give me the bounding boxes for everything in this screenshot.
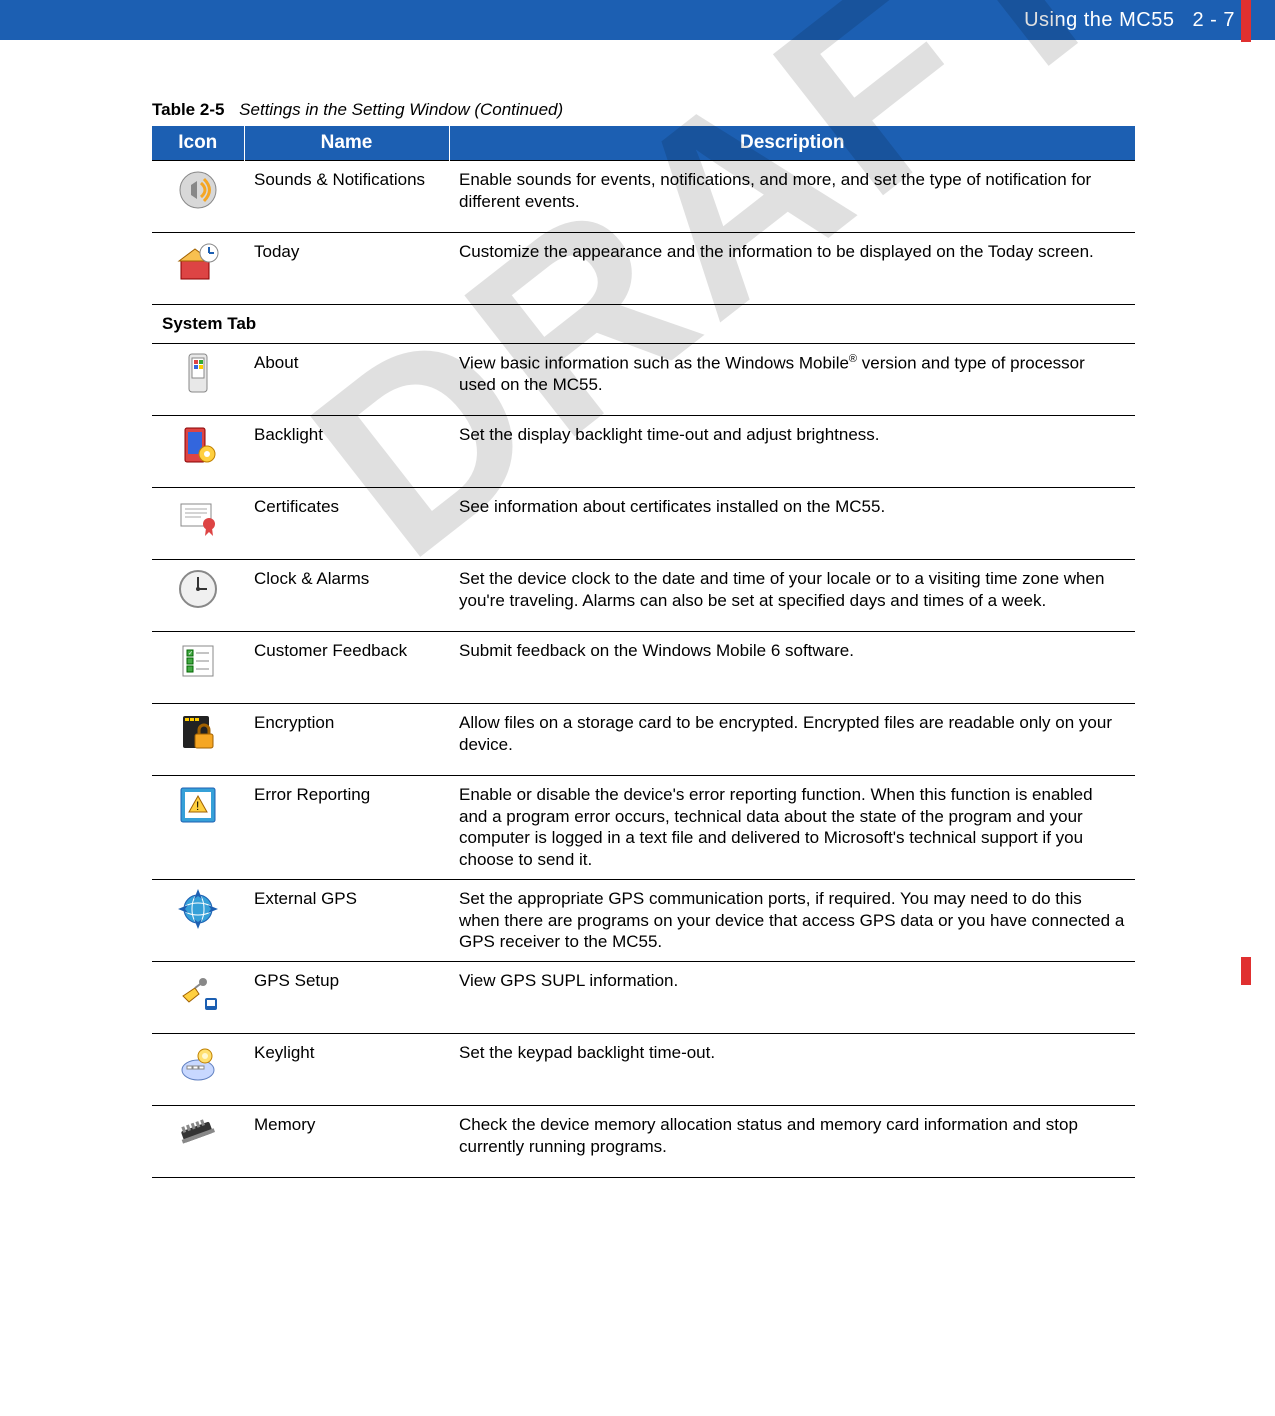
feedback-icon-cell: ✓ <box>152 631 244 703</box>
table-row: KeylightSet the keypad backlight time-ou… <box>152 1034 1135 1106</box>
col-name: Name <box>244 126 449 161</box>
setting-desc: Set the appropriate GPS communication po… <box>449 879 1135 961</box>
setting-name: Memory <box>244 1106 449 1178</box>
page-tab-marker <box>1241 0 1251 42</box>
setting-desc: Set the display backlight time-out and a… <box>449 415 1135 487</box>
today-icon <box>175 239 221 285</box>
setting-desc: Set the keypad backlight time-out. <box>449 1034 1135 1106</box>
table-row: EncryptionAllow files on a storage card … <box>152 703 1135 775</box>
table-row: External GPSSet the appropriate GPS comm… <box>152 879 1135 961</box>
about-icon-cell <box>152 343 244 415</box>
clock-icon <box>175 566 221 612</box>
table-row: AboutView basic information such as the … <box>152 343 1135 415</box>
setting-desc: See information about certificates insta… <box>449 487 1135 559</box>
settings-table: Icon Name Description Sounds & Notificat… <box>152 126 1135 1178</box>
table-row: MemoryCheck the device memory allocation… <box>152 1106 1135 1178</box>
setting-desc: View GPS SUPL information. <box>449 962 1135 1034</box>
setting-name: Today <box>244 233 449 305</box>
feedback-icon: ✓ <box>175 638 221 684</box>
setting-desc: Enable sounds for events, notifications,… <box>449 161 1135 233</box>
setting-desc: Check the device memory allocation statu… <box>449 1106 1135 1178</box>
setting-name: Keylight <box>244 1034 449 1106</box>
setting-name: External GPS <box>244 879 449 961</box>
header-page: 2 - 7 <box>1192 9 1235 32</box>
table-row: GPS SetupView GPS SUPL information. <box>152 962 1135 1034</box>
setting-desc: Allow files on a storage card to be encr… <box>449 703 1135 775</box>
header-title: Using the MC55 <box>1024 9 1174 32</box>
section-header: System Tab <box>152 305 1135 344</box>
gpssetup-icon-cell <box>152 962 244 1034</box>
keylight-icon <box>175 1040 221 1086</box>
setting-name: Encryption <box>244 703 449 775</box>
certificates-icon <box>175 494 221 540</box>
table-row: ✓ Customer FeedbackSubmit feedback on the… <box>152 631 1135 703</box>
sounds-icon-cell <box>152 161 244 233</box>
table-label: Table 2-5 <box>152 100 224 119</box>
table-row: BacklightSet the display backlight time-… <box>152 415 1135 487</box>
table-row: Sounds & NotificationsEnable sounds for … <box>152 161 1135 233</box>
encryption-icon-cell <box>152 703 244 775</box>
setting-name: Error Reporting <box>244 775 449 879</box>
setting-name: GPS Setup <box>244 962 449 1034</box>
certificates-icon-cell <box>152 487 244 559</box>
table-title: Settings in the Setting Window (Continue… <box>239 100 563 119</box>
setting-desc: Customize the appearance and the informa… <box>449 233 1135 305</box>
setting-desc: Submit feedback on the Windows Mobile 6 … <box>449 631 1135 703</box>
setting-name: About <box>244 343 449 415</box>
page-header: Using the MC55 2 - 7 <box>0 0 1275 40</box>
setting-name: Sounds & Notifications <box>244 161 449 233</box>
about-icon <box>175 350 221 396</box>
sounds-icon <box>175 167 221 213</box>
setting-name: Clock & Alarms <box>244 559 449 631</box>
table-caption: Table 2-5 Settings in the Setting Window… <box>152 100 1135 120</box>
table-row: CertificatesSee information about certif… <box>152 487 1135 559</box>
today-icon-cell <box>152 233 244 305</box>
col-desc: Description <box>449 126 1135 161</box>
extgps-icon-cell <box>152 879 244 961</box>
clock-icon-cell <box>152 559 244 631</box>
setting-desc: Set the device clock to the date and tim… <box>449 559 1135 631</box>
svg-text:!: ! <box>196 799 199 813</box>
setting-name: Customer Feedback <box>244 631 449 703</box>
memory-icon <box>175 1112 221 1158</box>
error-icon: ! <box>175 782 221 828</box>
setting-desc: View basic information such as the Windo… <box>449 343 1135 415</box>
keylight-icon-cell <box>152 1034 244 1106</box>
table-row: ! Error ReportingEnable or disable the de… <box>152 775 1135 879</box>
memory-icon-cell <box>152 1106 244 1178</box>
table-row: Clock & AlarmsSet the device clock to th… <box>152 559 1135 631</box>
setting-name: Certificates <box>244 487 449 559</box>
encryption-icon <box>175 710 221 756</box>
table-row: TodayCustomize the appearance and the in… <box>152 233 1135 305</box>
col-icon: Icon <box>152 126 244 161</box>
setting-desc: Enable or disable the device's error rep… <box>449 775 1135 879</box>
backlight-icon <box>175 422 221 468</box>
error-icon-cell: ! <box>152 775 244 879</box>
svg-text:✓: ✓ <box>188 651 193 657</box>
setting-name: Backlight <box>244 415 449 487</box>
extgps-icon <box>175 886 221 932</box>
backlight-icon-cell <box>152 415 244 487</box>
gpssetup-icon <box>175 968 221 1014</box>
side-marker <box>1241 957 1251 985</box>
